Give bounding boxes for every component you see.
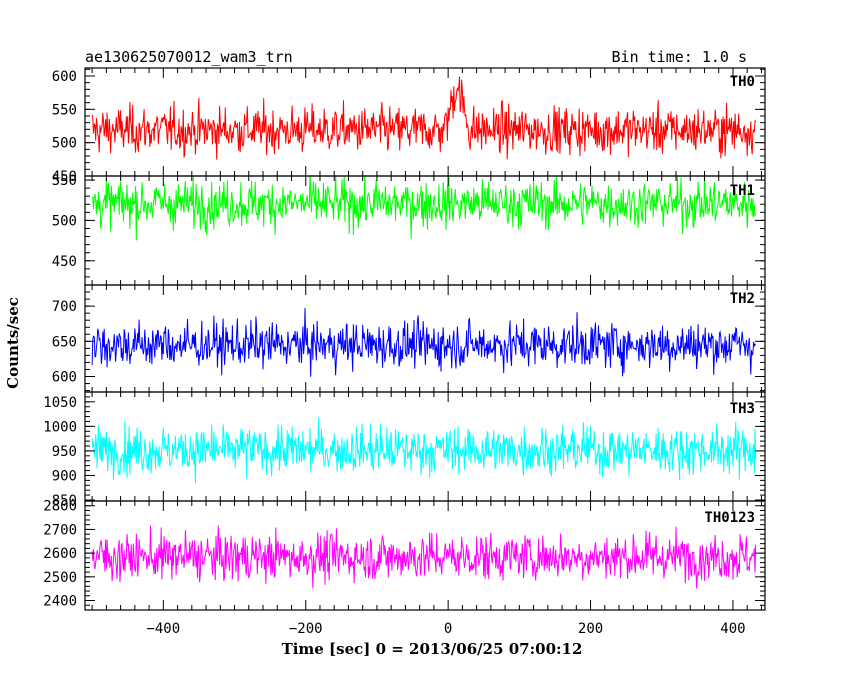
panel-th1: 450 500 550 TH1	[52, 173, 766, 286]
series-line-th0	[91, 76, 757, 160]
panel-th0123: 2400 2500 2600 2700 2800 TH0123	[43, 499, 766, 611]
panels-group: 450 500 550 600 TH0 450 500 550 TH1 600 650 700 TH2 8…	[43, 67, 766, 611]
x-tick-label: −200	[289, 621, 323, 637]
y-tick-label: 600	[52, 370, 77, 386]
y-tick-label: 2400	[43, 594, 77, 610]
y-tick-label: 550	[52, 102, 77, 118]
y-tick-label: 600	[52, 69, 77, 85]
y-tick-label: 500	[52, 136, 77, 152]
y-tick-label: 450	[52, 169, 77, 185]
series-line-th0123	[91, 525, 757, 589]
series-label-th0123: TH0123	[704, 510, 755, 526]
y-axis-label: Counts/sec	[4, 297, 22, 389]
y-tick-label: 2800	[43, 499, 77, 515]
panel-th3: 850 900 950 1000 1050 TH3	[43, 391, 766, 509]
series-label-th1: TH1	[730, 183, 755, 199]
series-line-th2	[91, 307, 756, 377]
x-tick-label: −400	[146, 621, 180, 637]
y-tick-label: 2600	[43, 546, 77, 562]
y-tick-label: 950	[52, 444, 77, 460]
y-tick-label: 900	[52, 468, 77, 484]
chart-title: ae130625070012_wam3_trn	[85, 48, 293, 66]
y-tick-label: 500	[52, 213, 77, 229]
y-tick-label: 650	[52, 334, 77, 350]
y-tick-label: 1050	[43, 395, 77, 411]
y-tick-label: 1000	[43, 419, 77, 435]
x-tick-label: 400	[720, 621, 745, 637]
series-line-th1	[91, 176, 757, 241]
y-tick-label: 550	[52, 173, 77, 189]
y-tick-label: 2700	[43, 522, 77, 538]
x-axis: −400 −200 0 200 400	[146, 621, 745, 637]
series-label-th0: TH0	[730, 74, 755, 90]
y-tick-label: 450	[52, 254, 77, 270]
series-label-th3: TH3	[730, 401, 755, 417]
chart-subtitle: Bin time: 1.0 s	[612, 48, 747, 66]
series-line-th3	[91, 417, 757, 484]
x-tick-label: 0	[444, 621, 452, 637]
series-label-th2: TH2	[730, 291, 755, 307]
panel-frame	[84, 67, 766, 177]
y-tick-label: 850	[52, 493, 77, 509]
panel-th2: 600 650 700 TH2	[52, 284, 766, 393]
y-tick-label: 2500	[43, 570, 77, 586]
panel-th0: 450 500 550 600 TH0	[52, 67, 766, 185]
panel-frame	[84, 500, 766, 611]
y-tick-label: 700	[52, 299, 77, 315]
x-axis-label: Time [sec] 0 = 2013/06/25 07:00:12	[282, 640, 583, 658]
x-tick-label: 200	[578, 621, 603, 637]
